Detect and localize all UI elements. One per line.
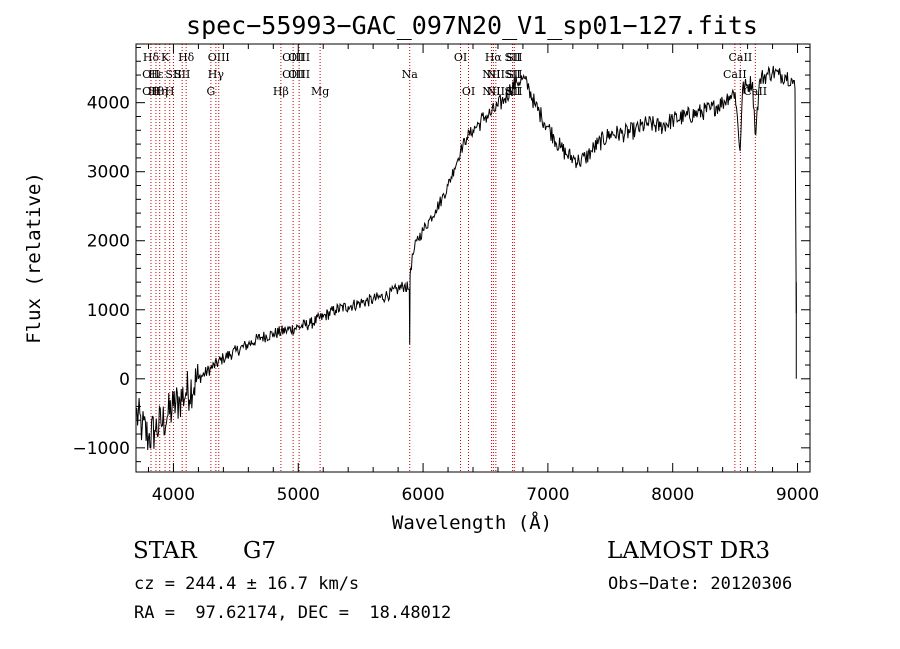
- line-label: G: [206, 85, 215, 98]
- x-tick-label: 7000: [526, 485, 569, 505]
- line-label: OII: [142, 68, 160, 81]
- line-label: Hα: [485, 51, 503, 64]
- line-label: Hε: [148, 68, 164, 81]
- line-label: NII: [487, 85, 505, 98]
- x-axis-ticks: 4000 5000 6000 7000 8000 9000: [147, 44, 819, 505]
- line-label: H: [165, 85, 175, 98]
- y-tick-label: 4000: [87, 94, 130, 114]
- y-tick-label: 3000: [87, 163, 130, 183]
- line-label: Mg: [311, 85, 329, 98]
- line-label: OIII: [208, 51, 230, 64]
- line-label: OI: [454, 51, 467, 64]
- spectral-subclass: G7: [243, 538, 277, 564]
- line-label: SII: [504, 51, 520, 64]
- x-tick-label: 8000: [651, 485, 694, 505]
- line-label: K: [161, 51, 170, 64]
- y-tick-label: 2000: [87, 232, 130, 252]
- x-axis-label: Wavelength (Å): [392, 511, 552, 534]
- line-label: SII: [506, 51, 522, 64]
- line-label: SII: [174, 68, 190, 81]
- line-label: CaII: [729, 51, 753, 64]
- x-tick-label: 5000: [277, 485, 320, 505]
- line-label: OIII: [282, 68, 304, 81]
- survey-name: LAMOST DR3: [607, 538, 771, 564]
- y-tick-label: −1000: [72, 439, 130, 459]
- line-label: Hδ: [143, 51, 160, 64]
- line-label: Hβ: [273, 85, 289, 98]
- line-label: Hδ: [178, 51, 195, 64]
- chart-title: spec−55993−GAC_097N20_V1_sp01−127.fits: [186, 11, 758, 40]
- emission-line-markers: [150, 44, 797, 472]
- line-label: SII: [165, 68, 181, 81]
- line-label: NII: [482, 85, 500, 98]
- line-label: Na: [402, 68, 419, 81]
- line-label: NII: [482, 68, 500, 81]
- observation-date: Obs−Date: 20120306: [608, 574, 793, 594]
- line-label: OI: [462, 85, 475, 98]
- line-label: CaII: [743, 85, 767, 98]
- line-label: NII: [487, 68, 505, 81]
- x-tick-label: 4000: [152, 485, 195, 505]
- plot-frame: [135, 43, 811, 473]
- y-axis-label: Flux (relative): [23, 172, 45, 344]
- y-axis-ticks: −1000 0 1000 2000 3000 4000: [72, 46, 810, 463]
- line-label: CaII: [723, 68, 747, 81]
- coordinates: RA = 97.62174, DEC = 18.48012: [134, 603, 452, 623]
- y-tick-label: 0: [119, 370, 130, 390]
- y-tick-label: 1000: [87, 301, 130, 321]
- line-label: OIII: [282, 51, 304, 64]
- redshift-value: cz = 244.4 ± 16.7 km/s: [134, 574, 360, 594]
- line-label: OIII: [288, 51, 310, 64]
- line-label: OII: [142, 85, 160, 98]
- spectrum-line: [135, 65, 797, 451]
- line-label: Hγ: [208, 68, 225, 81]
- x-tick-label: 6000: [401, 485, 444, 505]
- line-label: OIII: [288, 68, 310, 81]
- line-label: Hθ: [148, 85, 165, 98]
- emission-line-labels: HδOIIOIIHεHθHηKHSIISIIHδGHγOIIIHβOIIIOII…: [142, 51, 767, 98]
- object-class: STAR: [133, 538, 197, 564]
- x-tick-label: 9000: [776, 485, 819, 505]
- line-label: SII: [506, 68, 522, 81]
- line-label: Hη: [152, 85, 168, 98]
